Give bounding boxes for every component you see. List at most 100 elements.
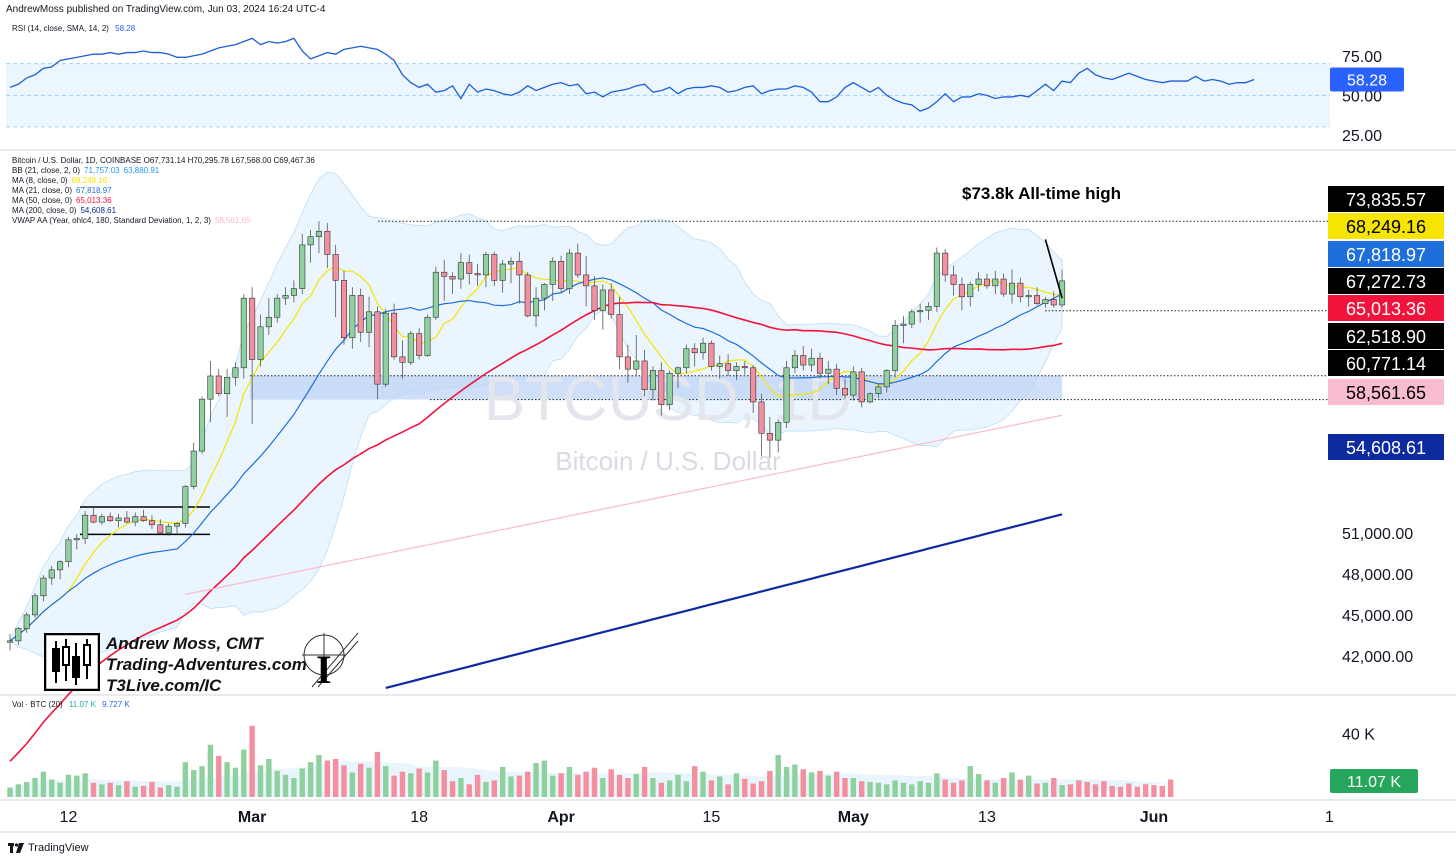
candle-body — [48, 569, 55, 579]
candle-body — [1025, 295, 1032, 298]
indicator-legend-row[interactable]: MA (8, close, 0) 68,249.16 — [12, 176, 315, 186]
candle-body — [841, 387, 848, 396]
volume-bar — [900, 782, 907, 797]
volume-bar — [558, 773, 564, 797]
volume-bar — [24, 781, 30, 797]
candle-body — [232, 367, 239, 378]
candle-body — [374, 311, 381, 385]
price-legend[interactable]: Bitcoin / U.S. Dollar, 1D, COINBASE O67,… — [12, 156, 315, 226]
volume-bar — [424, 772, 431, 797]
price-scale: 76,000.0051,000.0048,000.0045,000.0042,0… — [1328, 185, 1444, 666]
candle-body — [174, 523, 181, 527]
volume-bar — [174, 786, 180, 797]
price-label-text: 67,818.97 — [1346, 245, 1426, 265]
time-tick-label: 13 — [978, 809, 996, 826]
candle-body — [750, 367, 757, 403]
candle-body — [992, 278, 999, 287]
rsi-legend[interactable]: RSI (14, close, SMA, 14, 2) 58.28 — [12, 24, 139, 34]
volume-bar — [1042, 782, 1049, 797]
candle-body — [942, 252, 949, 276]
indicator-value: 63,880.91 — [123, 166, 160, 175]
candle-body — [967, 284, 974, 298]
indicator-legend-row[interactable]: BB (21, close, 2, 0) 71,757.03 63,880.91 — [12, 166, 315, 176]
volume-bar — [917, 781, 923, 797]
tradingview-icon — [8, 843, 24, 853]
volume-bar — [149, 781, 155, 797]
indicator-label: MA (200, close, 0) — [12, 206, 77, 215]
candle-body — [800, 355, 807, 366]
indicator-label: MA (50, close, 0) — [12, 196, 73, 205]
candle-body — [57, 561, 64, 571]
indicator-legend-row[interactable]: MA (21, close, 0) 67,818.97 — [12, 186, 315, 196]
candle-body — [674, 367, 681, 374]
volume-bar — [767, 770, 773, 797]
candle-body — [32, 595, 39, 616]
volume-bar — [483, 781, 489, 797]
candle-body — [207, 375, 214, 400]
candle-body — [892, 325, 899, 371]
candle-body — [274, 297, 281, 318]
volume-bar — [266, 759, 272, 797]
volume-legend[interactable]: Vol · BTC (20) 11.07 K 9.727 K — [12, 700, 134, 710]
candle-body — [140, 516, 147, 521]
rsi-legend-value: 58.28 — [115, 24, 136, 33]
candle-body — [391, 312, 398, 358]
volume-bar — [758, 781, 765, 797]
candle-body — [107, 516, 114, 521]
candle-body — [524, 274, 531, 317]
candle-body — [925, 306, 932, 311]
price-label-badge — [1328, 379, 1444, 405]
candle-body — [633, 360, 640, 370]
volume-bar — [32, 778, 38, 797]
candle-body — [257, 326, 264, 360]
volume-bar — [1017, 779, 1024, 797]
candle-body — [775, 422, 782, 441]
svg-text:I: I — [316, 647, 332, 689]
candle-body — [825, 368, 832, 374]
volume-bar — [934, 773, 940, 797]
candle-body — [441, 271, 448, 277]
volume-bar — [241, 749, 247, 797]
volume-bar — [332, 759, 339, 797]
volume-bar — [658, 782, 664, 797]
volume-bar — [1142, 784, 1149, 797]
candle-body — [182, 486, 189, 524]
volume-bar — [525, 771, 531, 797]
volume-bar — [817, 770, 823, 797]
volume-bar — [600, 778, 606, 797]
volume-bar — [608, 769, 614, 797]
candle-body — [908, 311, 915, 325]
volume-bar — [950, 782, 957, 797]
volume-bar — [474, 774, 481, 797]
volume-bar — [191, 770, 197, 797]
volume-bar — [274, 770, 280, 797]
volume-bar — [499, 766, 506, 797]
ma50-line — [9, 301, 1063, 762]
indicator-label: BB (21, close, 2, 0) — [12, 166, 81, 175]
indicator-legend-row[interactable]: MA (200, close, 0) 54,608.61 — [12, 206, 315, 216]
price-label-text: 65,013.36 — [1346, 299, 1426, 319]
volume-bar — [399, 771, 406, 797]
volume-current-value: 11.07 K — [1347, 774, 1401, 791]
volume-bar — [750, 783, 756, 797]
price-label-badge — [1328, 186, 1444, 212]
indicator-legend-row[interactable]: VWAP AA (Year, ohlc4, 180, Standard Devi… — [12, 216, 315, 226]
candle-body — [758, 401, 765, 434]
candle-body — [349, 295, 356, 339]
candle-body — [407, 333, 414, 363]
candle-body — [733, 366, 740, 371]
volume-bar — [591, 767, 598, 797]
candle-body — [691, 348, 698, 354]
indicator-label: MA (21, close, 0) — [12, 186, 73, 195]
volume-bar — [909, 784, 915, 797]
volume-bar — [257, 765, 264, 797]
candle-body — [282, 295, 289, 299]
volume-legend-value: 11.07 K — [68, 700, 96, 709]
volume-bar — [884, 784, 890, 797]
volume-bar — [65, 774, 72, 797]
candle-body — [1042, 299, 1049, 304]
indicator-legend-row[interactable]: MA (50, close, 0) 65,013.36 — [12, 196, 315, 206]
tradingview-logo[interactable]: TradingView — [8, 842, 89, 854]
indicator-value: 58,561.65 — [214, 216, 251, 225]
time-tick-label: 18 — [410, 809, 428, 826]
